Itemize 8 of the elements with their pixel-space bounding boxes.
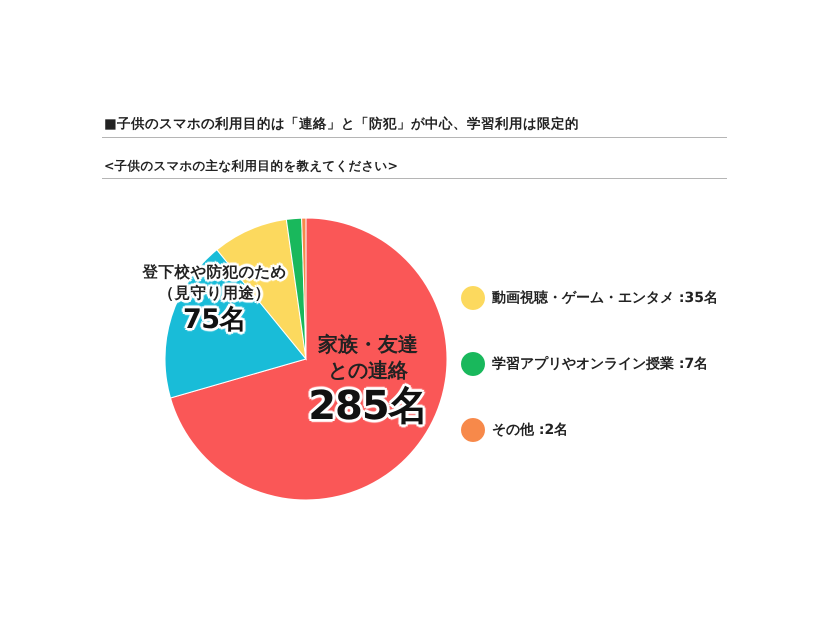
data-label: 285名 xyxy=(308,382,428,429)
chart-subtitle: <子供のスマホの主な利用目的を教えてください> xyxy=(102,157,727,179)
chart-title: ■子供のスマホの利用目的は「連絡」と「防犯」が中心、学習利用は限定的 xyxy=(102,114,727,138)
legend-label: 学習アプリやオンライン授業 :7名 xyxy=(492,354,708,374)
slice-label: 家族・友達との連絡 xyxy=(316,330,419,383)
legend-label: 動画視聴・ゲーム・エンタメ :35名 xyxy=(492,288,718,308)
legend-label: その他 :2名 xyxy=(492,420,568,440)
data-label: 75名 xyxy=(182,304,248,336)
